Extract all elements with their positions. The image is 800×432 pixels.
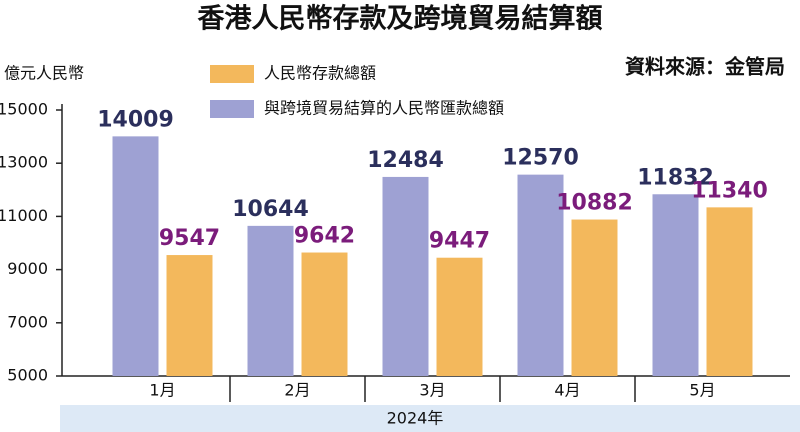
value-label: 12570 bbox=[502, 146, 579, 171]
legend-label: 人民幣存款總額 bbox=[264, 64, 376, 83]
y-tick-label: 13000 bbox=[0, 153, 48, 172]
value-label: 11340 bbox=[691, 178, 768, 203]
x-axis-band bbox=[60, 405, 800, 432]
value-label: 14009 bbox=[97, 107, 174, 132]
legend-swatch bbox=[210, 65, 254, 83]
value-label: 12484 bbox=[367, 148, 444, 173]
bar bbox=[247, 225, 294, 376]
x-axis-label: 2024年 bbox=[387, 409, 444, 428]
bar bbox=[652, 194, 699, 376]
x-tick-label: 1月 bbox=[149, 381, 175, 400]
value-label: 9547 bbox=[159, 226, 220, 251]
bar bbox=[436, 257, 483, 376]
value-label: 10644 bbox=[232, 197, 309, 222]
bar bbox=[166, 255, 213, 376]
source: 資料來源：金管局 bbox=[625, 55, 785, 79]
bar bbox=[112, 136, 159, 376]
x-tick-label: 4月 bbox=[554, 381, 580, 400]
bar bbox=[571, 219, 618, 376]
legend-label: 與跨境貿易結算的人民幣匯款總額 bbox=[264, 99, 504, 118]
y-tick-label: 7000 bbox=[7, 312, 48, 331]
x-tick-label: 3月 bbox=[419, 381, 445, 400]
y-axis-label: 億元人民幣 bbox=[4, 64, 84, 83]
chart-title: 香港人民幣存款及跨境貿易結算額 bbox=[198, 3, 603, 35]
bar bbox=[382, 176, 429, 376]
legend-swatch bbox=[210, 100, 254, 118]
y-tick-label: 5000 bbox=[7, 366, 48, 385]
bar bbox=[301, 252, 348, 376]
value-label: 9447 bbox=[429, 229, 490, 254]
value-label: 9642 bbox=[294, 224, 355, 249]
y-tick-label: 11000 bbox=[0, 206, 48, 225]
x-tick-label: 2月 bbox=[284, 381, 310, 400]
bar bbox=[517, 174, 564, 376]
value-label: 11832 bbox=[637, 165, 714, 190]
y-tick-label: 9000 bbox=[7, 259, 48, 278]
y-tick-label: 15000 bbox=[0, 100, 48, 119]
x-tick-label: 5月 bbox=[689, 381, 715, 400]
value-label: 10882 bbox=[556, 191, 633, 216]
bar bbox=[706, 207, 753, 376]
